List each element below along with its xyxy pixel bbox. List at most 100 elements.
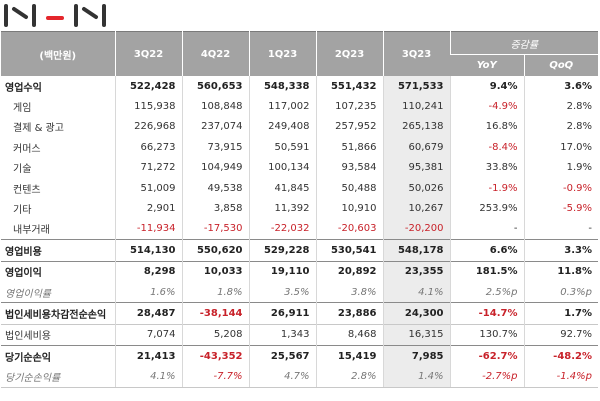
period-value: -7.7% bbox=[181, 366, 249, 388]
period-value: 548,178 bbox=[382, 239, 450, 262]
row-label: 결제 & 광고 bbox=[13, 123, 64, 135]
period-header: 4Q22 bbox=[181, 31, 249, 76]
period-value: 5,208 bbox=[181, 323, 249, 346]
period-value: 1,343 bbox=[248, 323, 316, 346]
period-value: 71,272 bbox=[114, 157, 182, 178]
row-label: 당기순손익률 bbox=[1, 366, 115, 388]
period-value: -20,200 bbox=[382, 218, 450, 240]
period-value: 73,915 bbox=[181, 137, 249, 158]
yoy-value: 130.7% bbox=[449, 323, 524, 346]
period-value: 107,235 bbox=[315, 96, 383, 117]
yoy-header: YoY bbox=[450, 54, 524, 76]
period-value: 560,653 bbox=[181, 76, 249, 97]
qoq-value: -1.4%p bbox=[523, 366, 599, 388]
yoy-value: -62.7% bbox=[449, 345, 524, 367]
period-value: 50,591 bbox=[248, 137, 316, 158]
yoy-value: -4.9% bbox=[449, 96, 524, 117]
period-value: 1.4% bbox=[382, 366, 450, 388]
row-label: 영업수익 bbox=[5, 82, 42, 94]
qoq-value: 0.3%p bbox=[523, 281, 599, 303]
period-value: -38,144 bbox=[181, 302, 249, 325]
period-value: 8,298 bbox=[114, 260, 182, 282]
period-value: 550,620 bbox=[181, 239, 249, 262]
period-value: 15,419 bbox=[315, 345, 383, 367]
yoy-value: -2.7%p bbox=[449, 366, 524, 388]
qoq-value: 11.8% bbox=[523, 260, 599, 282]
table-row: 영업이익 8,298 10,033 19,110 20,892 23,355 181.5% 1… bbox=[1, 260, 599, 282]
period-value: 21,413 bbox=[114, 345, 182, 367]
row-label: 영업이익 bbox=[1, 260, 115, 282]
row-label: 법인세비용차감전순손익 bbox=[1, 302, 115, 325]
period-value: 571,533 bbox=[382, 76, 450, 97]
period-value: 7,074 bbox=[114, 323, 182, 346]
qoq-value: 3.3% bbox=[523, 239, 599, 262]
row-label: 영업비용 bbox=[1, 239, 115, 262]
row-label: 컨텐츠 bbox=[13, 184, 41, 196]
period-value: 529,228 bbox=[248, 239, 316, 262]
table-row: 영업이익률 1.6% 1.8% 3.5% 3.8% 4.1% 2.5%p 0.3%p bbox=[1, 281, 599, 303]
period-header: 1Q23 bbox=[248, 31, 316, 76]
row-label: 당기순손익 bbox=[1, 345, 115, 367]
change-rate-header: 증감률 bbox=[449, 31, 599, 55]
period-value: 3.8% bbox=[315, 281, 383, 303]
table-row: 결제 & 광고 226,968 237,074 249,408 257,952 265,1… bbox=[1, 116, 599, 138]
period-value: 11,392 bbox=[248, 198, 316, 219]
period-value: 4.7% bbox=[248, 366, 316, 388]
period-value: 115,938 bbox=[114, 96, 182, 117]
period-value: 1.8% bbox=[181, 281, 249, 303]
period-value: 108,848 bbox=[181, 96, 249, 117]
table-row: 커머스 66,273 73,915 50,591 51,866 60,679 -8.4% 17… bbox=[1, 137, 599, 158]
period-value: 514,130 bbox=[114, 239, 182, 262]
period-value: -17,530 bbox=[181, 218, 249, 240]
period-value: 100,134 bbox=[248, 157, 316, 178]
period-value: 41,845 bbox=[248, 177, 316, 199]
yoy-value: 253.9% bbox=[449, 198, 524, 219]
row-label: 기술 bbox=[13, 164, 32, 176]
table-row: 당기순손익 21,413 -43,352 25,567 15,419 7,985 -62.7… bbox=[1, 345, 599, 367]
yoy-value: 33.8% bbox=[449, 157, 524, 178]
qoq-value: 1.9% bbox=[523, 157, 599, 178]
period-header: 3Q23 bbox=[382, 31, 450, 76]
yoy-value: -14.7% bbox=[449, 302, 524, 325]
yoy-value: 2.5%p bbox=[449, 281, 524, 303]
period-value: 66,273 bbox=[114, 137, 182, 158]
table-row: 내부거래 -11,934 -17,530 -22,032 -20,603 -20,200-… bbox=[1, 218, 599, 240]
yoy-value: 9.4% bbox=[449, 76, 524, 97]
table-row: 게임 115,938 108,848 117,002 107,235 110,241 -4.… bbox=[1, 96, 599, 117]
yoy-value: 16.8% bbox=[449, 116, 524, 138]
period-value: 3.5% bbox=[248, 281, 316, 303]
table-row: 컨텐츠 51,009 49,538 41,845 50,488 50,026 -1.9% -0… bbox=[1, 177, 599, 199]
row-label: 커머스 bbox=[13, 143, 41, 155]
qoq-value: 3.6% bbox=[523, 76, 599, 97]
period-value: 226,968 bbox=[114, 116, 182, 138]
qoq-value: 2.8% bbox=[523, 96, 599, 117]
period-value: -22,032 bbox=[248, 218, 316, 240]
period-value: 117,002 bbox=[248, 96, 316, 117]
financial-summary-table: (백만원) 3Q22 4Q22 1Q23 2Q23 3Q23 증감률 YoY Q… bbox=[1, 31, 599, 388]
period-value: 26,911 bbox=[248, 302, 316, 325]
period-value: 249,408 bbox=[248, 116, 316, 138]
period-value: 60,679 bbox=[382, 137, 450, 158]
period-value: 2,901 bbox=[114, 198, 182, 219]
unit-header: (백만원) bbox=[1, 31, 115, 76]
period-value: 16,315 bbox=[382, 323, 450, 346]
period-value: 237,074 bbox=[181, 116, 249, 138]
qoq-value: 92.7% bbox=[523, 323, 599, 346]
qoq-value: - bbox=[523, 218, 599, 240]
period-value: 522,428 bbox=[114, 76, 182, 97]
period-value: 3,858 bbox=[181, 198, 249, 219]
period-value: 530,541 bbox=[315, 239, 383, 262]
qoq-value: 17.0% bbox=[523, 137, 599, 158]
table-row: 당기순손익률 4.1% -7.7% 4.7% 2.8% 1.4% -2.7%p -1.4%p bbox=[1, 366, 599, 388]
period-value: 548,338 bbox=[248, 76, 316, 97]
period-value: 24,300 bbox=[382, 302, 450, 325]
table-row: 기타 2,901 3,858 11,392 10,910 10,267 253.9% -5.9… bbox=[1, 198, 599, 219]
qoq-value: -48.2% bbox=[523, 345, 599, 367]
period-value: 4.1% bbox=[114, 366, 182, 388]
period-value: 10,910 bbox=[315, 198, 383, 219]
qoq-value: 1.7% bbox=[523, 302, 599, 325]
period-header: 3Q22 bbox=[114, 31, 182, 76]
period-value: 10,267 bbox=[382, 198, 450, 219]
period-value: 19,110 bbox=[248, 260, 316, 282]
table-row: 영업비용 514,130 550,620 529,228 530,541 548,178 6… bbox=[1, 239, 599, 262]
